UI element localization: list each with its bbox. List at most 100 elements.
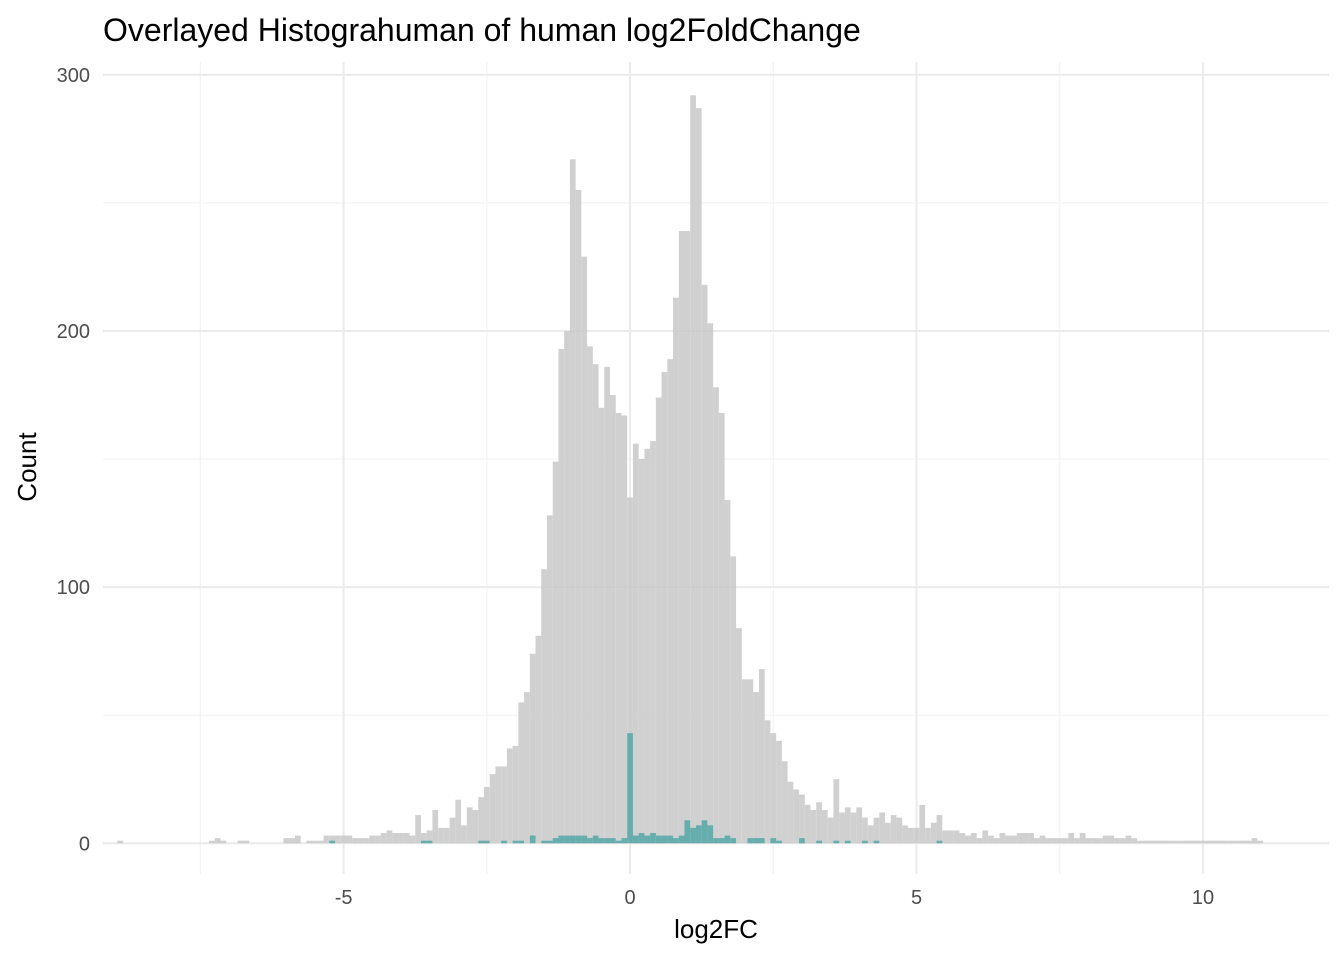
histogram-bar (495, 766, 502, 844)
histogram-bar (1245, 840, 1252, 844)
histogram-bar (839, 812, 845, 844)
histogram-bar (902, 825, 908, 844)
histogram-bar (655, 397, 662, 844)
histogram-bar (1165, 840, 1172, 844)
histogram-bar (1028, 833, 1034, 844)
histogram-bar (753, 838, 759, 844)
histogram-bar (1205, 840, 1212, 844)
histogram-bar (587, 346, 593, 844)
histogram-bar (518, 702, 525, 844)
histogram-bar (890, 815, 897, 844)
histogram-bar (638, 833, 645, 844)
histogram-bar (1119, 838, 1126, 844)
histogram-bar (420, 833, 427, 844)
histogram-bar (1085, 838, 1092, 844)
histogram-bar (925, 827, 931, 844)
x-tick-label: -5 (335, 887, 353, 909)
histogram-bar (1251, 838, 1258, 844)
histogram-bar (524, 692, 530, 844)
histogram-bar (690, 827, 696, 844)
histogram-bar (667, 835, 674, 844)
histogram-bar (816, 802, 822, 844)
histogram-bar (552, 838, 559, 844)
histogram-bar (959, 833, 966, 844)
histogram-bar (312, 840, 318, 844)
histogram-bar (695, 825, 702, 844)
histogram-bar (799, 838, 805, 844)
histogram-bar (323, 835, 330, 844)
histogram-bar (988, 835, 994, 844)
histogram-bar (1154, 840, 1160, 844)
histogram-bar (501, 840, 507, 844)
histogram-bar (472, 809, 479, 844)
histogram-bar (816, 840, 822, 844)
histogram-bar (770, 733, 777, 844)
histogram-bar (747, 679, 754, 844)
histogram-bar (799, 794, 805, 844)
histogram-bar (661, 371, 668, 844)
histogram-bar (214, 838, 221, 844)
histogram-bar (461, 825, 467, 844)
histogram-bar (340, 835, 347, 844)
histogram-bar (329, 835, 336, 844)
histogram-bar (1211, 840, 1218, 844)
histogram-bar (546, 840, 553, 844)
histogram-bar (781, 761, 788, 844)
histogram-bar (638, 459, 645, 844)
histogram-bar (1068, 833, 1075, 844)
histogram-bar (730, 556, 737, 844)
histogram-bar (821, 809, 828, 844)
y-tick-label: 300 (57, 65, 90, 87)
histogram-bar (867, 825, 874, 844)
histogram-bar (489, 774, 496, 844)
histogram-bar (873, 840, 880, 844)
histogram-bar (701, 284, 708, 844)
histogram-bar (443, 827, 450, 844)
histogram-bar (546, 515, 553, 844)
histogram-bar (655, 835, 662, 844)
histogram-bar (512, 840, 519, 844)
histogram-bar (684, 820, 691, 844)
histogram-bar (1131, 838, 1138, 844)
histogram-bar (650, 833, 656, 844)
histogram-bar (965, 835, 971, 844)
histogram-bar (764, 720, 771, 844)
histogram-bar (587, 838, 593, 844)
histogram-bar (615, 840, 622, 844)
histogram-bar (1051, 838, 1057, 844)
histogram-bar (896, 817, 903, 844)
histogram-bar (529, 835, 536, 844)
histogram-bar (117, 840, 124, 844)
histogram-bar (541, 840, 547, 844)
histogram-bar (392, 833, 399, 844)
histogram-bar (1217, 840, 1224, 844)
histogram-bar (1159, 840, 1166, 844)
histogram-bar (575, 835, 582, 844)
histogram-bar (793, 789, 800, 844)
histogram-bar (718, 412, 725, 844)
histogram-bar (770, 838, 777, 844)
histogram-bar (403, 833, 410, 844)
histogram-bar (632, 443, 639, 844)
histogram-bar (335, 835, 341, 844)
histogram-bar (907, 827, 914, 844)
histogram-bar (999, 833, 1006, 844)
histogram-bar (466, 807, 473, 844)
histogram-bar (776, 740, 782, 844)
x-tick-label: 5 (911, 887, 922, 909)
histogram-bar (329, 840, 336, 844)
histogram-bar (644, 448, 651, 844)
y-axis-title: Count (12, 432, 42, 502)
histogram-bar (621, 415, 628, 844)
histogram-bar (862, 840, 868, 844)
histogram-bar (1079, 833, 1086, 844)
histogram-bar (558, 348, 565, 844)
histogram-bar (1228, 840, 1235, 844)
histogram-bar (237, 840, 244, 844)
histogram-bar (501, 766, 507, 844)
histogram-bar (885, 822, 891, 844)
histogram-bar (707, 323, 714, 844)
histogram-bar (644, 835, 651, 844)
histogram-bar (1257, 840, 1264, 844)
